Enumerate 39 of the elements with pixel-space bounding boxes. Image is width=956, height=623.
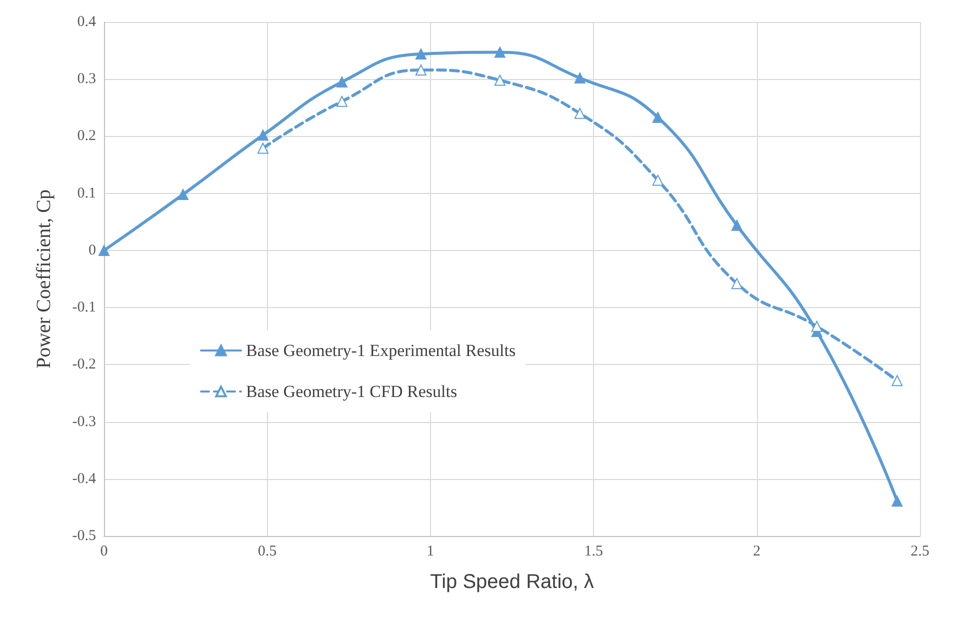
- legend-label: Base Geometry-1 Experimental Results: [246, 341, 516, 360]
- y-tick-label: -0.5: [72, 528, 96, 544]
- point: [257, 142, 268, 154]
- point: [731, 220, 742, 231]
- y-tick-label: 0.1: [77, 185, 96, 202]
- point: [98, 244, 110, 256]
- y-tick-label: -0.2: [72, 356, 96, 373]
- x-tick-label: 0.5: [258, 544, 277, 560]
- y-tick-label: -0.1: [72, 300, 96, 316]
- point: [494, 74, 506, 86]
- y-tick-label: 0.3: [77, 71, 96, 88]
- x-axis-title: Tip Speed Ratio, λ: [430, 571, 594, 593]
- point: [415, 64, 426, 76]
- point: [257, 130, 268, 141]
- point: [574, 72, 586, 84]
- point: [731, 278, 742, 290]
- point: [652, 112, 664, 123]
- point: [652, 174, 664, 186]
- y-tick-label: 0.4: [77, 14, 96, 30]
- point: [494, 46, 506, 58]
- point: [415, 48, 426, 60]
- legend-label: Base Geometry-1 CFD Results: [246, 382, 458, 401]
- y-tick-label: -0.4: [72, 470, 96, 487]
- point: [892, 496, 903, 507]
- point: [574, 108, 586, 119]
- y-tick-label: 0: [88, 242, 96, 258]
- x-tick-label: 2: [753, 544, 761, 560]
- point: [177, 188, 188, 200]
- y-axis-title: Power Coefficient, Cp: [33, 189, 55, 369]
- x-tick-label: 1.5: [584, 544, 603, 560]
- y-tick-label: -0.3: [72, 414, 96, 430]
- point: [892, 375, 903, 386]
- x-tick-label: 0: [100, 544, 108, 560]
- x-tick-label: 1: [426, 544, 434, 560]
- y-tick-label: 0.2: [77, 128, 96, 144]
- point: [336, 76, 348, 88]
- point: [336, 96, 348, 107]
- x-tick-label: 2.5: [910, 544, 930, 560]
- point: [811, 320, 822, 332]
